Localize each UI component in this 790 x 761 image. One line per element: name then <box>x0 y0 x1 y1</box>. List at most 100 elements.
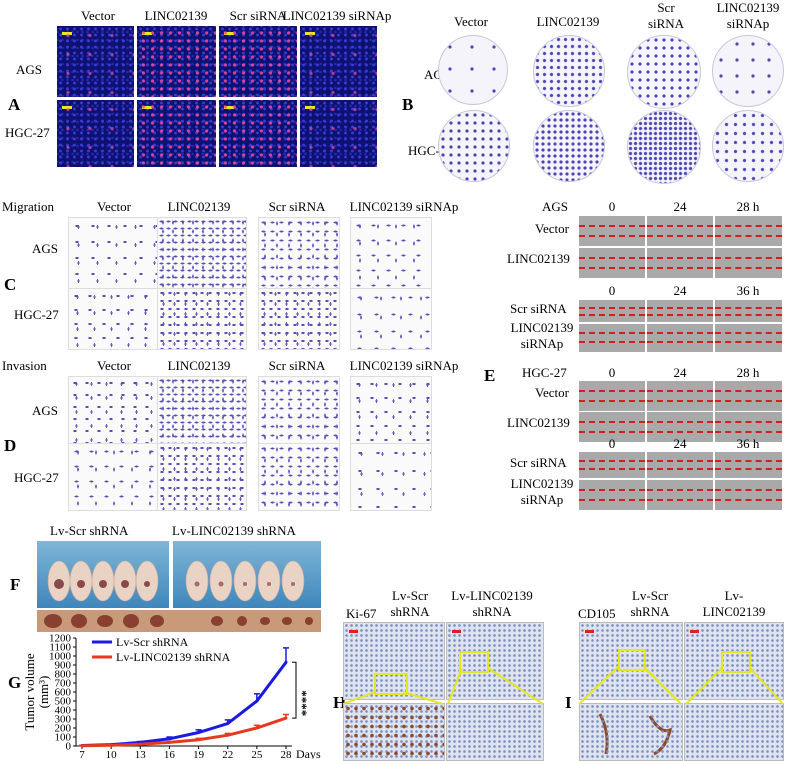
panel-e-time: 28 h <box>736 365 760 380</box>
wound-image <box>579 480 645 510</box>
x-tick-label: 16 <box>164 749 176 759</box>
panel-e-time: 36 h <box>736 283 760 298</box>
transwell-image <box>350 217 432 289</box>
scale-bar <box>62 32 72 35</box>
transwell-image <box>68 443 158 511</box>
transwell-image <box>258 376 340 444</box>
panel-letter-a: A <box>8 95 21 114</box>
panel-i-col-scr: Lv-Scr shRNA <box>630 588 670 619</box>
data-point <box>255 699 259 703</box>
x-tick-label: 13 <box>135 749 147 759</box>
panel-b-col-vector: Vector <box>454 14 488 29</box>
y-tick-label: 700 <box>55 678 72 690</box>
tumor-volume-chart: 0100200300400500600700800900100011001200… <box>22 633 321 760</box>
colony-dish <box>627 35 701 109</box>
fluorescence-image <box>57 26 134 97</box>
wound-image <box>579 248 645 278</box>
transwell-image <box>258 443 340 511</box>
y-tick-label: 200 <box>55 723 72 735</box>
panel-e-time: 0 <box>608 436 616 451</box>
series-line <box>81 661 288 748</box>
transwell-image <box>68 288 158 350</box>
tumor-illustration <box>44 614 313 628</box>
scale-bar <box>142 32 152 35</box>
fluorescence-image <box>300 100 377 167</box>
colony-dish <box>438 35 508 105</box>
panel-c-col-vector: Vector <box>97 199 131 214</box>
panel-e-row: LINC02139 <box>507 415 570 430</box>
panel-a-col-vector: Vector <box>81 8 115 23</box>
scale-bar <box>305 106 315 109</box>
panel-a-col-scr: Scr siRNA <box>229 8 287 23</box>
transwell-image <box>350 443 432 511</box>
panel-e-row: Scr siRNA <box>510 301 567 316</box>
panel-b-col-sirnap: LINC02139 siRNAp <box>716 0 780 31</box>
data-point <box>167 737 171 741</box>
mice-illustration <box>185 560 305 602</box>
wound-image <box>715 248 782 278</box>
vessel-staining <box>598 713 673 756</box>
scale-bar <box>690 630 699 633</box>
panel-c-row-hgc: HGC-27 <box>14 307 59 322</box>
panel-d-row-hgc: HGC-27 <box>14 470 59 485</box>
panel-e-cell-ags: AGS <box>542 199 569 214</box>
fluorescence-image <box>219 26 297 97</box>
panel-e-time: 24 <box>673 365 687 380</box>
panel-e-time: 24 <box>673 283 687 298</box>
colony-dish <box>438 110 510 182</box>
mice-illustration <box>47 560 159 602</box>
panel-b-col-linc: LINC02139 <box>536 14 600 29</box>
mice-photo <box>37 541 169 608</box>
ihc-image <box>343 703 445 761</box>
wound-image <box>715 480 782 510</box>
wound-image <box>579 216 645 246</box>
transwell-image <box>68 217 158 289</box>
panel-h-col-linc: Lv-LINC02139 shRNA <box>451 588 533 619</box>
scale-bar <box>224 32 234 35</box>
fluorescence-image <box>300 26 377 97</box>
scale-bar <box>349 630 358 633</box>
ihc-image <box>579 703 683 761</box>
colony-dish <box>533 35 605 107</box>
x-tick-label: 22 <box>222 749 233 759</box>
x-axis-label: Days <box>296 747 321 759</box>
y-axis-label: Tumor volume <box>22 653 37 730</box>
transwell-image <box>157 443 247 511</box>
transwell-image <box>157 288 247 350</box>
wound-image <box>647 412 713 442</box>
legend-label: Lv-LINC02139 shRNA <box>116 650 231 664</box>
panel-e-time: 36 h <box>736 436 760 451</box>
transwell-image <box>258 288 340 350</box>
zoom-box <box>618 649 646 671</box>
panel-d-col-vector: Vector <box>97 358 131 373</box>
scale-bar <box>585 630 594 633</box>
scale-bar <box>452 630 461 633</box>
wound-image <box>715 216 782 246</box>
data-point <box>197 731 201 734</box>
wound-image <box>579 381 645 411</box>
panel-i-stain: CD105 <box>578 606 616 621</box>
panel-a-row-ags: AGS <box>16 62 43 77</box>
wound-image <box>647 248 713 278</box>
panel-d-col-linc: LINC02139 <box>167 358 231 373</box>
wound-image <box>715 300 782 322</box>
y-tick-label: 800 <box>55 669 72 681</box>
zoom-box <box>374 673 408 695</box>
wound-image <box>715 381 782 411</box>
y-axis-label-unit: (mm³) <box>36 676 51 709</box>
panel-c-title: Migration <box>2 199 54 214</box>
series-line <box>81 716 287 748</box>
panel-a-col-linc: LINC02139 <box>144 8 208 23</box>
scale-bar <box>305 32 315 35</box>
transwell-image <box>350 288 432 350</box>
x-tick-label: 19 <box>193 749 205 759</box>
transwell-image <box>157 217 247 289</box>
wound-image <box>579 300 645 322</box>
panel-letter-h: H <box>333 693 347 712</box>
wound-image <box>647 324 713 352</box>
wound-image <box>647 300 713 322</box>
panel-e-time: 24 <box>673 199 687 214</box>
panel-c-row-ags: AGS <box>32 241 59 256</box>
zoom-lines <box>578 665 784 705</box>
panel-d-row-ags: AGS <box>32 403 59 418</box>
